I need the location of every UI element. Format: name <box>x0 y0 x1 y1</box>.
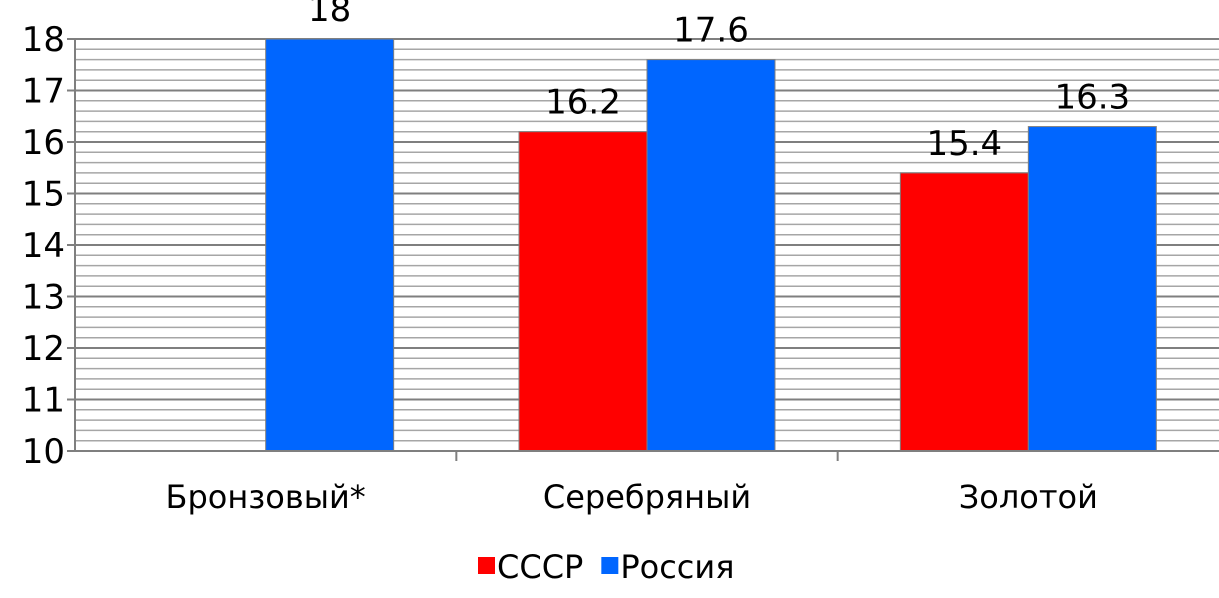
data-labels: 16.2 15.4 18 17.6 16.3 <box>308 0 1130 164</box>
y-tick-label: 11 <box>22 381 65 421</box>
y-tick-label: 13 <box>22 278 65 318</box>
y-tick-label: 16 <box>22 123 65 163</box>
y-tick-label: 10 <box>22 432 65 472</box>
bars <box>265 38 1157 452</box>
bar-Россия-Золотой <box>1027 126 1157 452</box>
x-axis-category-labels: Бронзовый* Серебряный Золотой <box>166 478 1098 516</box>
axes <box>67 38 1219 461</box>
category-label: Золотой <box>959 478 1098 516</box>
data-label: 16.2 <box>545 83 621 123</box>
data-label: 16.3 <box>1054 78 1130 118</box>
bar-СССР-Серебряный <box>518 131 648 452</box>
bar-СССР-Золотой <box>899 172 1029 452</box>
y-tick-label: 14 <box>22 226 65 266</box>
data-label: 17.6 <box>673 11 749 51</box>
y-axis-tick-labels: 10 11 12 13 14 15 16 17 18 <box>22 20 65 472</box>
y-tick-label: 18 <box>22 20 65 60</box>
category-label: Серебряный <box>543 478 751 516</box>
y-tick-label: 15 <box>22 175 65 215</box>
legend-swatch <box>601 557 619 574</box>
legend-label: Россия <box>620 548 734 586</box>
y-tick-label: 12 <box>22 329 65 369</box>
legend-swatch <box>478 557 495 574</box>
data-label: 18 <box>308 0 351 30</box>
y-tick-label: 17 <box>22 72 65 112</box>
category-label: Бронзовый* <box>166 478 366 516</box>
bar-Россия-Бронзовый* <box>265 38 395 452</box>
bar-Россия-Серебряный <box>646 59 776 452</box>
legend-label: СССР <box>497 548 583 586</box>
data-label: 15.4 <box>926 124 1002 164</box>
legend: СССР Россия <box>478 548 734 586</box>
